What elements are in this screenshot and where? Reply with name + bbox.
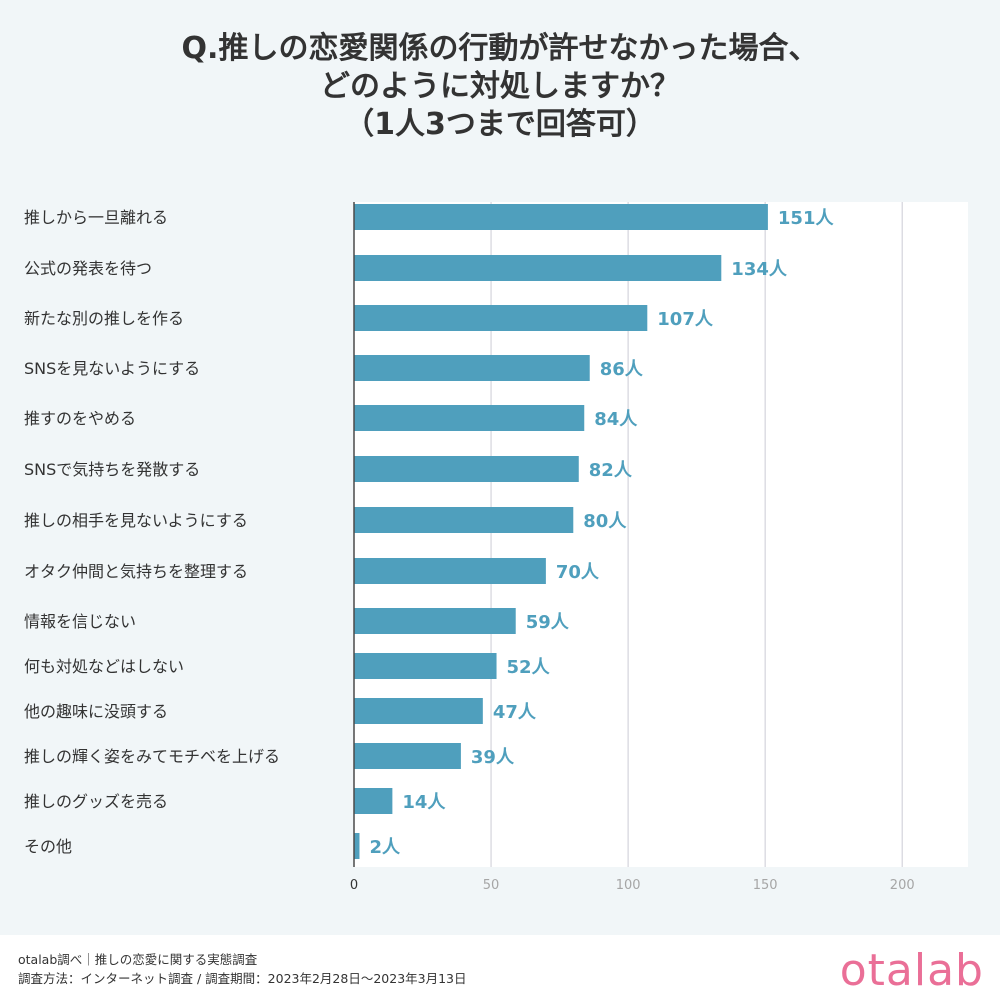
chart-title-line-1: Q.推しの恋愛関係の行動が許せなかった場合、 (181, 31, 819, 66)
category-label-5: 推すのをやめる (24, 409, 136, 428)
category-label-6: SNSで気持ちを発散する (24, 460, 200, 479)
bar-2 (354, 255, 722, 281)
category-label-9: 情報を信じない (24, 612, 136, 631)
bar-8 (354, 558, 546, 584)
bar-6 (354, 456, 579, 482)
footer-method-line: 調査方法：インターネット調査 / 調査期間：2023年2月28日〜2023年3月… (18, 971, 467, 986)
x-axis-tick-labels: 0 50 100 150 200 (350, 878, 915, 893)
bar-5 (354, 405, 585, 431)
bar-4 (354, 355, 590, 381)
category-label-11: 他の趣味に没頭する (24, 702, 168, 721)
x-tick-label-150: 150 (753, 878, 778, 893)
category-label-10: 何も対処などはしない (24, 657, 184, 676)
value-labels: 151人 134人 107人 86人 84人 82人 80人 70人 59人 52人 47人 39人 1… (369, 208, 834, 858)
bar-10 (354, 653, 497, 679)
bar-7 (354, 507, 574, 533)
bar-11 (354, 698, 483, 724)
value-label-8: 70人 (556, 562, 600, 583)
value-label-6: 82人 (589, 460, 633, 481)
bar-9 (354, 608, 516, 634)
value-label-2: 134人 (731, 259, 788, 280)
value-label-7: 80人 (583, 511, 627, 532)
x-tick-label-100: 100 (616, 878, 641, 893)
value-label-10: 52人 (507, 657, 551, 678)
bar-1 (354, 204, 768, 230)
category-label-4: SNSを見ないようにする (24, 359, 200, 378)
bar-13 (354, 788, 393, 814)
category-label-3: 新たな別の推しを作る (24, 309, 184, 328)
value-label-12: 39人 (471, 747, 515, 768)
footer: otalab調べ｜推しの恋愛に関する実態調査 調査方法：インターネット調査 / … (0, 935, 1000, 1003)
value-label-4: 86人 (600, 359, 644, 380)
value-label-5: 84人 (594, 409, 638, 430)
bar-3 (354, 305, 648, 331)
value-label-1: 151人 (778, 208, 835, 229)
x-tick-label-0: 0 (350, 878, 358, 893)
value-label-9: 59人 (526, 612, 570, 633)
bar-chart: 推しから一旦離れる公式の発表を待つ新たな別の推しを作るSNSを見ないようにする推… (24, 202, 968, 893)
footer-source-line: otalab調べ｜推しの恋愛に関する実態調査 (18, 952, 258, 967)
category-label-1: 推しから一旦離れる (24, 208, 168, 227)
category-label-14: その他 (24, 837, 72, 856)
footer-source: otalab調べ｜推しの恋愛に関する実態調査 調査方法：インターネット調査 / … (18, 950, 467, 988)
category-labels: 推しから一旦離れる公式の発表を待つ新たな別の推しを作るSNSを見ないようにする推… (24, 208, 280, 856)
category-label-2: 公式の発表を待つ (24, 259, 152, 278)
x-tick-label-50: 50 (483, 878, 500, 893)
category-label-7: 推しの相手を見ないようにする (24, 511, 248, 530)
chart-title-line-2: どのように対処しますか？ (320, 69, 680, 104)
x-tick-label-200: 200 (890, 878, 915, 893)
category-label-8: オタク仲間と気持ちを整理する (24, 562, 248, 581)
category-label-12: 推しの輝く姿をみてモチベを上げる (24, 747, 280, 766)
value-label-14: 2人 (369, 837, 401, 858)
bars (354, 204, 768, 859)
otalab-logo: otalab (839, 945, 984, 996)
chart-title: Q.推しの恋愛関係の行動が許せなかった場合、 どのように対処しますか？ （1人3… (0, 30, 1000, 144)
value-label-11: 47人 (493, 702, 537, 723)
bar-14 (354, 833, 360, 859)
value-label-3: 107人 (657, 309, 714, 330)
category-label-13: 推しのグッズを売る (24, 792, 168, 811)
chart-title-line-3: （1人3つまで回答可） (344, 107, 656, 142)
bar-12 (354, 743, 461, 769)
value-label-13: 14人 (402, 792, 446, 813)
